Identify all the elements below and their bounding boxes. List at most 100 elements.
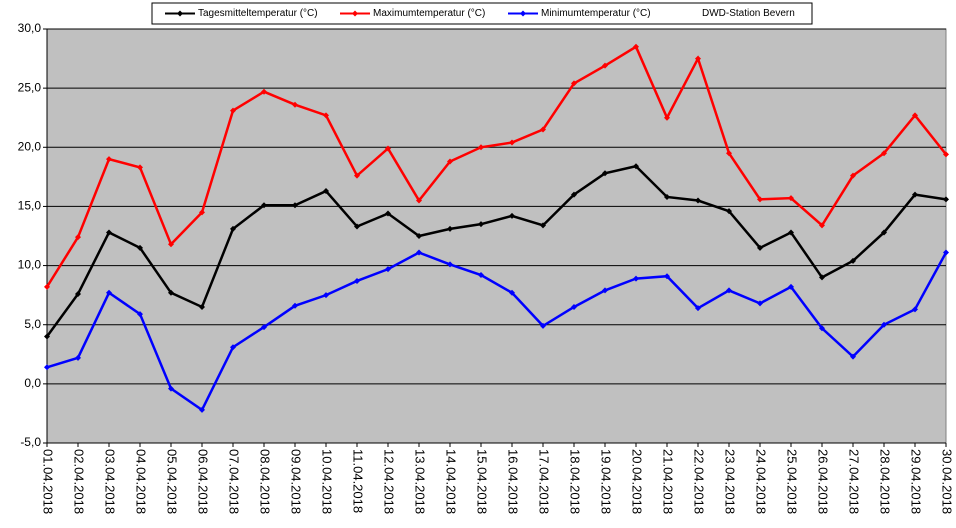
- point-marker: [354, 223, 360, 230]
- legend-marker: [177, 10, 183, 17]
- y-tick-label: 15,0: [18, 199, 42, 213]
- point-marker: [323, 112, 329, 119]
- x-tick-label: 20.04.2018: [630, 449, 645, 514]
- point-marker: [261, 324, 267, 331]
- point-marker: [788, 229, 794, 236]
- point-marker: [261, 202, 267, 209]
- point-marker: [509, 212, 515, 219]
- y-tick-label: -5,0: [20, 435, 41, 449]
- x-tick-label: 03.04.2018: [103, 449, 118, 514]
- x-tick-label: 27.04.2018: [847, 449, 862, 514]
- x-tick-label: 04.04.2018: [134, 449, 149, 514]
- point-marker: [664, 273, 670, 280]
- point-marker: [633, 163, 639, 170]
- point-marker: [168, 241, 174, 248]
- x-tick-label: 17.04.2018: [537, 449, 552, 514]
- x-tick-label: 21.04.2018: [661, 449, 676, 514]
- point-marker: [137, 311, 143, 318]
- annotation: DWD-Station Bevern: [702, 8, 795, 19]
- point-marker: [106, 156, 112, 163]
- point-marker: [478, 144, 484, 151]
- legend-marker: [352, 10, 358, 17]
- point-marker: [664, 193, 670, 200]
- point-marker: [943, 196, 949, 203]
- point-marker: [199, 303, 205, 310]
- x-tick-label: 25.04.2018: [785, 449, 800, 514]
- point-marker: [447, 225, 453, 232]
- point-marker: [354, 277, 360, 284]
- point-marker: [323, 188, 329, 195]
- point-marker: [819, 274, 825, 281]
- point-marker: [850, 353, 856, 360]
- point-marker: [292, 302, 298, 309]
- point-marker: [633, 43, 639, 50]
- x-tick-label: 01.04.2018: [41, 449, 56, 514]
- point-marker: [540, 126, 546, 133]
- series-line: [45, 164, 947, 338]
- x-tick-label: 28.04.2018: [878, 449, 893, 514]
- plot-area: [46, 28, 947, 444]
- x-tick-label: 12.04.2018: [382, 449, 397, 514]
- x-tick-label: 02.04.2018: [72, 449, 87, 514]
- point-marker: [850, 257, 856, 264]
- x-tick-label: 18.04.2018: [568, 449, 583, 514]
- legend-label: Tagesmitteltemperatur (°C): [198, 8, 318, 19]
- y-tick-label: 10,0: [18, 258, 42, 272]
- point-marker: [571, 191, 577, 198]
- legend-label: Minimumtemperatur (°C): [541, 8, 651, 19]
- point-marker: [881, 321, 887, 328]
- legend-marker: [520, 10, 526, 17]
- x-tick-label: 26.04.2018: [816, 449, 831, 514]
- x-tick-label: 22.04.2018: [692, 449, 707, 514]
- point-marker: [292, 202, 298, 209]
- point-marker: [75, 354, 81, 361]
- point-marker: [571, 303, 577, 310]
- point-marker: [106, 289, 112, 296]
- point-marker: [788, 195, 794, 202]
- point-marker: [726, 208, 732, 215]
- point-marker: [695, 197, 701, 204]
- point-marker: [354, 172, 360, 179]
- x-tick-label: 13.04.2018: [413, 449, 428, 514]
- point-marker: [385, 145, 391, 152]
- point-marker: [757, 196, 763, 203]
- point-marker: [416, 233, 422, 239]
- point-marker: [788, 283, 794, 290]
- point-marker: [881, 229, 887, 236]
- x-tick-label: 14.04.2018: [444, 449, 459, 514]
- point-marker: [695, 55, 701, 62]
- point-marker: [230, 225, 236, 232]
- point-marker: [261, 88, 267, 95]
- point-marker: [912, 306, 918, 313]
- point-marker: [199, 406, 205, 413]
- point-marker: [416, 249, 422, 256]
- point-marker: [478, 272, 484, 279]
- point-marker: [571, 80, 577, 87]
- x-tick-label: 05.04.2018: [165, 449, 180, 514]
- point-marker: [633, 275, 639, 282]
- point-marker: [478, 221, 484, 228]
- point-marker: [881, 150, 887, 157]
- legend-box: [151, 2, 813, 25]
- point-marker: [540, 322, 546, 329]
- x-tick-label: 07.04.2018: [227, 449, 242, 514]
- x-tick-label: 24.04.2018: [754, 449, 769, 514]
- point-marker: [75, 234, 81, 241]
- point-marker: [385, 266, 391, 273]
- x-tick-label: 15.04.2018: [475, 449, 490, 514]
- y-tick-label: 30,0: [18, 21, 42, 35]
- x-tick-label: 06.04.2018: [196, 449, 211, 514]
- x-tick-label: 19.04.2018: [599, 449, 614, 514]
- point-marker: [509, 139, 515, 146]
- x-tick-label: 16.04.2018: [506, 449, 521, 514]
- series-line: [46, 251, 948, 412]
- point-marker: [695, 305, 701, 312]
- point-marker: [137, 164, 143, 171]
- x-tick-label: 30.04.2018: [940, 449, 955, 514]
- point-marker: [726, 150, 732, 157]
- y-tick-label: 0,0: [24, 376, 41, 390]
- series-line: [45, 44, 947, 288]
- point-marker: [943, 151, 949, 158]
- point-marker: [602, 287, 608, 294]
